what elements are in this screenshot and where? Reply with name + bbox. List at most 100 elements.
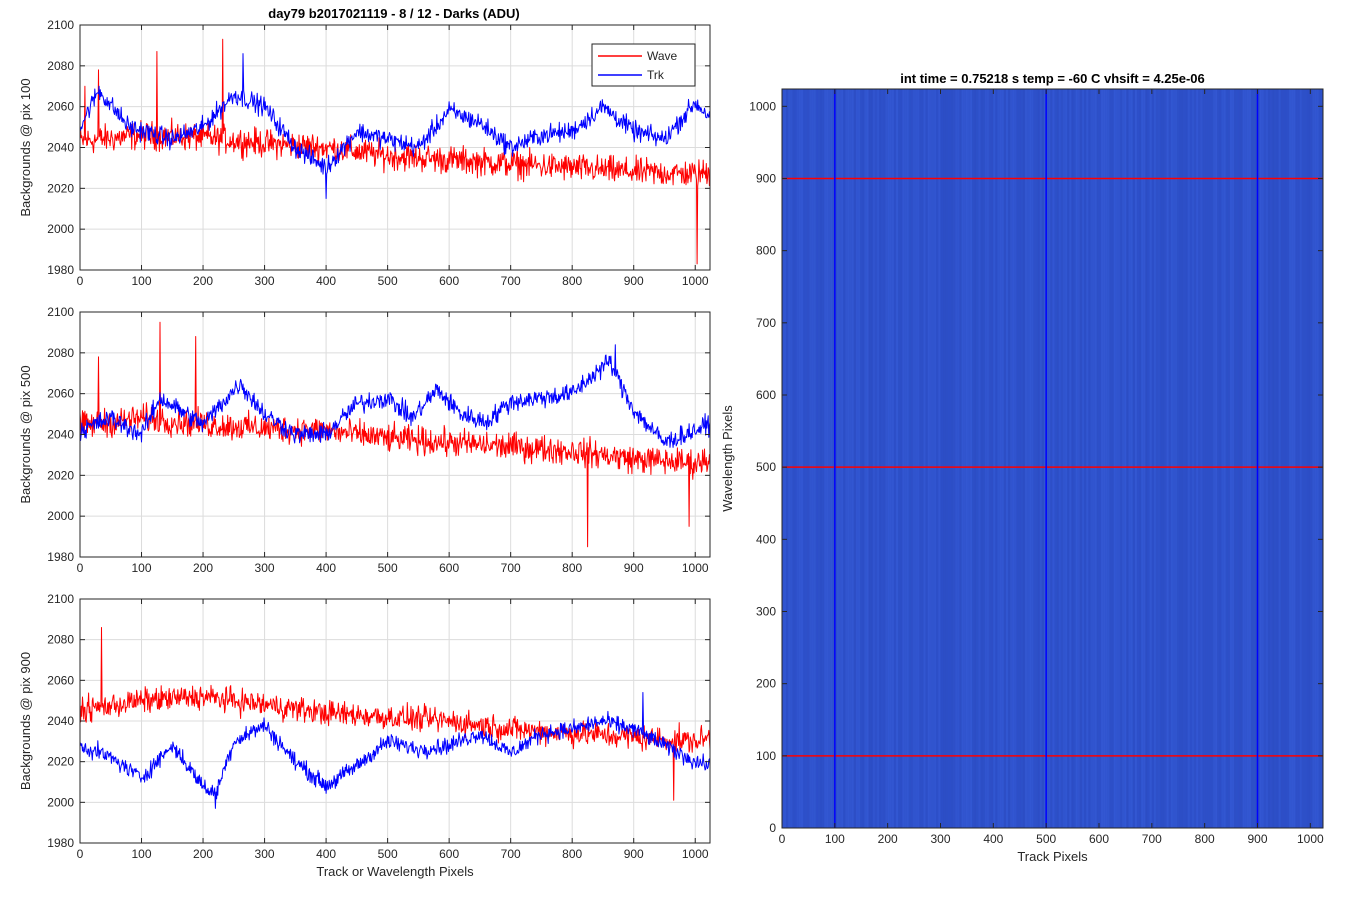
heatmap-column-texture	[1251, 89, 1254, 828]
heatmap-column-texture	[1175, 89, 1177, 828]
heatmap-column-texture	[1162, 89, 1165, 828]
x-tick-label: 1000	[682, 274, 709, 288]
heatmap-column-texture	[938, 89, 941, 828]
heatmap-column-texture	[1151, 89, 1154, 828]
x-tick-label: 800	[1195, 832, 1215, 846]
heatmap-column-texture	[862, 89, 865, 828]
heatmap-column-texture	[1054, 89, 1057, 828]
heatmap-column-texture	[984, 89, 987, 828]
heatmap-column-texture	[1314, 89, 1317, 828]
heatmap-column-texture	[929, 89, 932, 828]
heatmap-column-texture	[999, 89, 1002, 828]
heatmap-column-texture	[1143, 89, 1146, 828]
heatmap-column-texture	[1217, 89, 1220, 828]
heatmap-column-texture	[807, 89, 810, 828]
heatmap-column-texture	[853, 89, 856, 828]
heatmap-column-texture	[1113, 89, 1116, 828]
y-tick-label: 1000	[749, 99, 776, 113]
heatmap-column-texture	[849, 89, 852, 828]
heatmap-column-texture	[1082, 89, 1084, 828]
x-tick-label: 600	[439, 561, 459, 575]
heatmap-column-texture	[1052, 89, 1055, 828]
heatmap-column-texture	[792, 89, 795, 828]
heatmap-column-texture	[1111, 89, 1114, 828]
heatmap-column-texture	[813, 89, 816, 828]
heatmap-column-texture	[889, 89, 892, 828]
heatmap-column-texture	[782, 89, 784, 828]
x-tick-label: 100	[132, 847, 152, 861]
x-tick-label: 800	[562, 561, 582, 575]
heatmap-column-texture	[1293, 89, 1296, 828]
heatmap-column-texture	[866, 89, 869, 828]
heatmap-column-texture	[934, 89, 937, 828]
heatmap-column-texture	[1105, 89, 1108, 828]
heatmap-column-texture	[798, 89, 801, 828]
y-tick-label: 2000	[47, 509, 74, 523]
heatmap-column-texture	[1046, 89, 1049, 828]
heatmap-column-texture	[1198, 89, 1201, 828]
heatmap-column-texture	[864, 89, 867, 828]
heatmap-column-texture	[1156, 89, 1158, 828]
heatmap-column-texture	[1018, 89, 1021, 828]
heatmap-column-texture	[1107, 89, 1110, 828]
heatmap-column-texture	[834, 89, 837, 828]
heatmap-chart: 0 100 200 300 400 500 600 700 800 900 1000 0 100 200 3…	[720, 71, 1324, 864]
x-tick-label: 1000	[682, 847, 709, 861]
heatmap-column-texture	[1208, 89, 1211, 828]
heatmap-column-texture	[1225, 89, 1228, 828]
figure-title: day79 b2017021119 - 8 / 12 - Darks (ADU)	[268, 6, 519, 21]
heatmap-column-texture	[1016, 89, 1019, 828]
heatmap-column-texture	[1259, 89, 1262, 828]
y-tick-label: 2060	[47, 387, 74, 401]
heatmap-column-texture	[944, 89, 947, 828]
heatmap-column-texture	[828, 89, 831, 828]
heatmap-column-texture	[951, 89, 953, 828]
heatmap-column-texture	[786, 89, 789, 828]
heatmap-column-texture	[1056, 89, 1059, 828]
y-tick-label: 2100	[47, 18, 74, 32]
heatmap-column-texture	[881, 89, 884, 828]
heatmap-column-texture	[1044, 89, 1046, 828]
heatmap-column-texture	[1221, 89, 1224, 828]
heatmap-column-texture	[1075, 89, 1078, 828]
heatmap-column-texture	[1179, 89, 1182, 828]
heatmap-column-texture	[858, 89, 860, 828]
heatmap-column-texture	[906, 89, 909, 828]
heatmap-column-texture	[936, 89, 939, 828]
x-tick-label: 600	[1089, 832, 1109, 846]
heatmap-column-texture	[860, 89, 863, 828]
heatmap-column-texture	[913, 89, 915, 828]
y-tick-label: 800	[756, 244, 776, 258]
heatmap-column-texture	[788, 89, 791, 828]
y-tick-label: 2040	[47, 141, 74, 155]
x-tick-label: 900	[624, 847, 644, 861]
heatmap-column-texture	[1318, 89, 1321, 828]
heatmap-column-texture	[1270, 89, 1273, 828]
heatmap-column-texture	[1090, 89, 1093, 828]
heatmap-column-texture	[1303, 89, 1306, 828]
x-tick-label: 0	[77, 847, 84, 861]
heatmap-column-texture	[1010, 89, 1013, 828]
heatmap-column-texture	[830, 89, 833, 828]
heatmap-column-texture	[900, 89, 903, 828]
heatmap-column-texture	[1246, 89, 1249, 828]
series-line-trk	[79, 53, 711, 199]
heatmap-column-texture	[961, 89, 964, 828]
heatmap-column-texture	[855, 89, 858, 828]
line-chart-pix-500: 0 100 200 300 400 500 600 700 800 900 1000 1980 2000…	[18, 305, 711, 575]
heatmap-column-texture	[885, 89, 888, 828]
heatmap-column-texture	[824, 89, 827, 828]
heatmap-column-texture	[1103, 89, 1106, 828]
heatmap-column-texture	[1316, 89, 1319, 828]
line-chart-pix-900: 0 100 200 300 400 500 600 700 800 900 1000 1980 2000…	[18, 592, 711, 879]
x-tick-label: 500	[378, 847, 398, 861]
x-tick-label: 200	[193, 561, 213, 575]
y-tick-label: 2040	[47, 428, 74, 442]
heatmap-column-texture	[1079, 89, 1082, 828]
heatmap-column-texture	[963, 89, 966, 828]
heatmap-column-texture	[1284, 89, 1287, 828]
x-tick-label: 200	[193, 274, 213, 288]
heatmap-column-texture	[923, 89, 926, 828]
heatmap-column-texture	[1141, 89, 1144, 828]
y-tick-label: 1980	[47, 263, 74, 277]
